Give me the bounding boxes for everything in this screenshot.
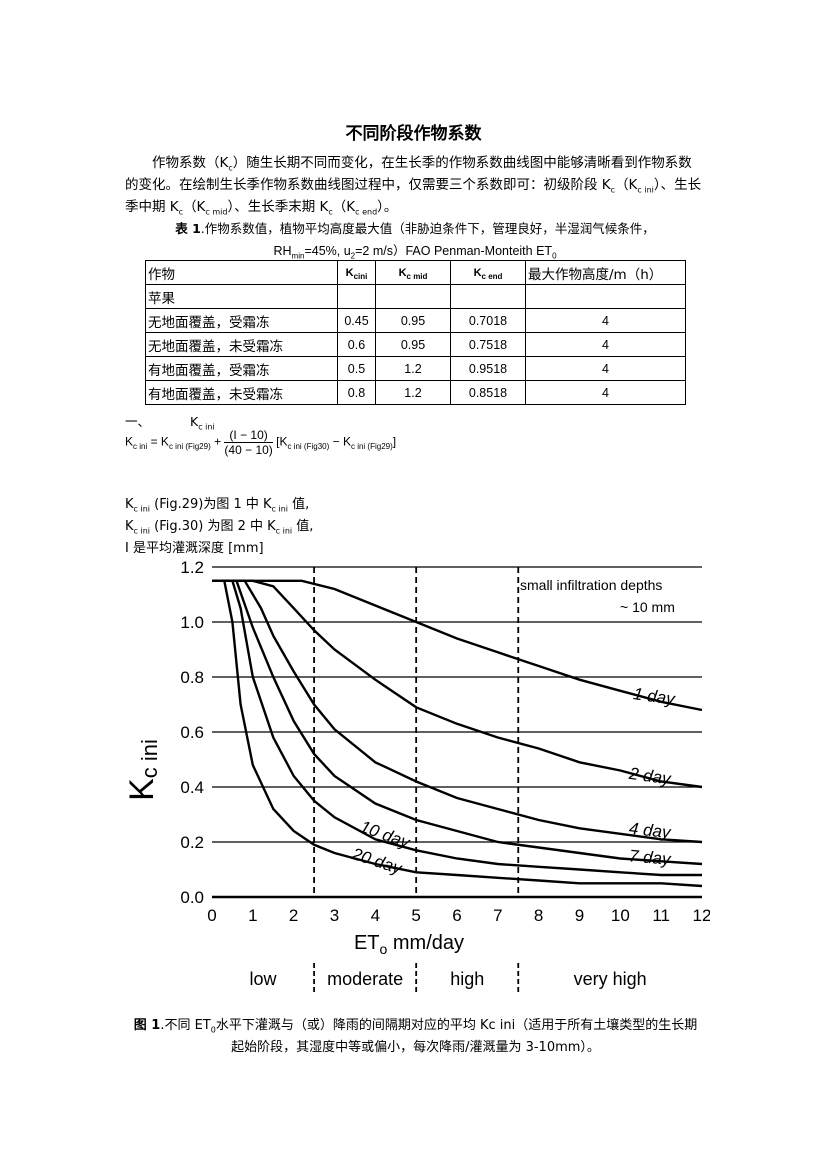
x-tick-label: 8 (534, 906, 543, 925)
cell-kcini: 0.5 (337, 356, 376, 381)
chart-curves (212, 579, 703, 888)
cell-kcini: 0.45 (337, 308, 376, 333)
series-label: 2 day (627, 764, 673, 789)
header-kcini: Kcini (337, 260, 376, 285)
cell-crop: 无地面覆盖，受霜冻 (145, 308, 338, 333)
header-kcend: Kc end (450, 260, 526, 285)
definition-line: Kc ini (Fig.29)为图 1 中 Kc ini 值, (125, 497, 310, 514)
series-line (212, 579, 703, 789)
y-tick-labels: 0.0 0.2 0.4 0.6 0.8 1.0 1.2 (180, 558, 204, 907)
cell-kcend (450, 284, 526, 309)
series-line (212, 579, 703, 888)
x-tick-label: 3 (330, 906, 339, 925)
series-label: 4 day (628, 819, 673, 842)
cell-kcini: 0.6 (337, 332, 376, 357)
table-row: 无地面覆盖，受霜冻 0.45 0.95 0.7018 4 (145, 308, 686, 333)
definition-line: Kc ini (Fig.30) 为图 2 中 Kc ini 值, (125, 519, 314, 536)
table-caption: 表 1.作物系数值，植物平均高度最大值（非胁迫条件下，管理良好，半湿润气候条件，… (175, 221, 655, 261)
y-tick-label: 0.8 (180, 668, 204, 687)
series-line (212, 579, 703, 712)
x-tick-label: 10 (611, 906, 630, 925)
intro-paragraph: 作物系数（Kc）随生长期不同而变化，在生长季的作物系数曲线图中能够清晰看到作物系… (125, 155, 702, 217)
cell-kcend: 0.9518 (450, 356, 526, 381)
y-tick-label: 0.6 (180, 723, 204, 742)
cell-height: 4 (525, 356, 686, 381)
cell-kcmid (375, 284, 451, 309)
x-tick-labels: 0 1 2 3 4 5 6 7 8 9 10 11 12 (207, 906, 710, 925)
x-axis-label: ETo mm/day (354, 932, 464, 957)
x-tick-label: 12 (693, 906, 710, 925)
cell-height: 4 (525, 380, 686, 405)
kc-ini-chart: 0 1 2 3 4 5 6 7 8 9 10 11 12 0.00.20.40.60.81.01.2 1… (123, 558, 710, 995)
cell-kcini (337, 284, 376, 309)
x-tick-label: 2 (289, 906, 298, 925)
cell-kcmid: 1.2 (375, 356, 451, 381)
cell-height (525, 284, 686, 309)
zone-labels: low moderate high very high (250, 963, 647, 995)
cell-kcmid: 1.2 (375, 380, 451, 405)
table-caption-label: 表 1 (175, 221, 201, 236)
figure-caption-label: 图 1 (133, 1018, 161, 1033)
header-kcmid: Kc mid (375, 260, 451, 285)
zone-label: low (250, 969, 278, 989)
series-line (212, 579, 703, 844)
cell-crop: 苹果 (145, 284, 338, 309)
table-row: 无地面覆盖，未受霜冻 0.6 0.95 0.7518 4 (145, 332, 686, 357)
definition-line: I 是平均灌溉深度 [mm] (125, 541, 264, 556)
cell-crop: 有地面覆盖，未受霜冻 (145, 380, 338, 405)
y-tick-label: 0.2 (180, 833, 204, 852)
y-tick-label: 1.0 (180, 613, 204, 632)
cell-kcmid: 0.95 (375, 308, 451, 333)
x-tick-label: 0 (207, 906, 216, 925)
zone-label: high (450, 969, 484, 989)
table-row: 有地面覆盖，受霜冻 0.5 1.2 0.9518 4 (145, 356, 686, 381)
definitions: Kc ini (Fig.29)为图 1 中 Kc ini 值, Kc ini (… (125, 494, 313, 560)
cell-kcend: 0.8518 (450, 380, 526, 405)
table-row: 苹果 (145, 284, 686, 309)
zone-label: moderate (327, 969, 403, 989)
chart-grid (212, 566, 702, 843)
header-crop: 作物 (145, 260, 338, 285)
cell-height: 4 (525, 308, 686, 333)
figure-caption: 图 1.不同 ET0水平下灌溉与（或）降雨的间隔期对应的平均 Kc ini（适用… (133, 1018, 698, 1055)
header-height: 最大作物高度/m（h） (525, 260, 686, 285)
series-line (212, 579, 703, 866)
series-label: 20 day (349, 844, 406, 879)
table-row: 有地面覆盖，未受霜冻 0.8 1.2 0.8518 4 (145, 380, 686, 405)
cell-kcini: 0.8 (337, 380, 376, 405)
series-label: 7 day (628, 846, 673, 869)
chart-annotation: small infiltration depths (520, 577, 662, 593)
chart-annotation: ~ 10 mm (620, 599, 675, 615)
y-tick-label: 1.2 (180, 558, 204, 577)
cell-crop: 有地面覆盖，受霜冻 (145, 356, 338, 381)
x-tick-label: 7 (493, 906, 502, 925)
cell-kcend: 0.7018 (450, 308, 526, 333)
y-tick-label: 0.0 (180, 888, 204, 907)
x-tick-label: 4 (371, 906, 380, 925)
kc-table: 作物 Kcini Kc mid Kc end 最大作物高度/m（h） 苹果 无地… (145, 260, 686, 405)
kc-ini-formula: Kc ini = Kc ini (Fig29) + (I − 10) (40 − … (125, 428, 397, 457)
x-tick-label: 6 (452, 906, 461, 925)
x-tick-label: 1 (248, 906, 257, 925)
section-heading: 一、 Kc ini (125, 414, 215, 432)
x-tick-label: 9 (575, 906, 584, 925)
formula-fraction: (I − 10) (40 − 10) (224, 428, 273, 457)
y-tick-label: 0.4 (180, 778, 204, 797)
zone-label: very high (574, 969, 647, 989)
cell-height: 4 (525, 332, 686, 357)
y-axis-label: Kc ini (123, 739, 162, 801)
x-tick-label: 11 (652, 906, 670, 925)
series-label: 1 day (632, 684, 677, 709)
page-title: 不同阶段作物系数 (345, 124, 482, 144)
x-tick-label: 5 (411, 906, 420, 925)
table-header-row: 作物 Kcini Kc mid Kc end 最大作物高度/m（h） (145, 260, 686, 285)
cell-crop: 无地面覆盖，未受霜冻 (145, 332, 338, 357)
cell-kcmid: 0.95 (375, 332, 451, 357)
series-line (212, 579, 702, 877)
cell-kcend: 0.7518 (450, 332, 526, 357)
